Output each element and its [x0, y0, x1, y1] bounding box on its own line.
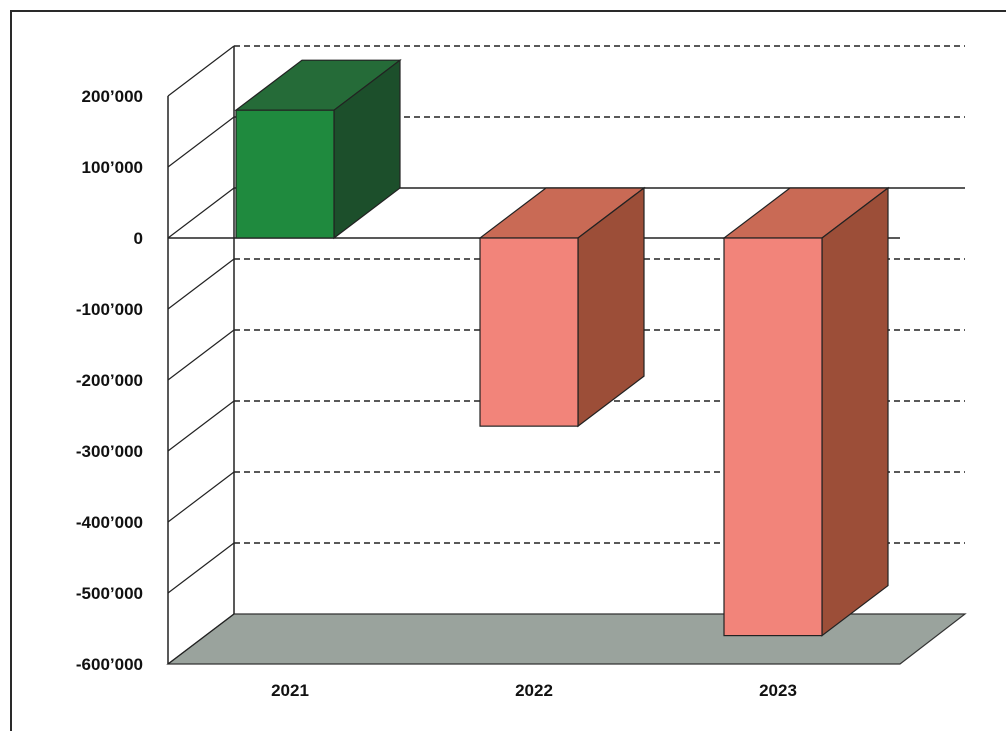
y-tick-label: 0 [134, 229, 143, 248]
floor-plane [166, 613, 967, 665]
y-tick-label: -500’000 [76, 584, 143, 603]
side-wall-line [167, 116, 235, 168]
side-wall-line [167, 542, 235, 594]
y-tick-label: -400’000 [76, 513, 143, 532]
bar-front-face [723, 237, 823, 637]
bar-side-face [821, 186, 889, 637]
bar-2023 [722, 186, 890, 637]
side-wall-line [167, 45, 235, 97]
side-wall-line [167, 258, 235, 310]
y-tick-label: 100’000 [82, 158, 143, 177]
chart-floor [166, 613, 967, 665]
y-tick-label: -300’000 [76, 442, 143, 461]
bar-2021 [234, 58, 402, 240]
y-tick-label: 200’000 [82, 87, 143, 106]
x-tick-label: 2022 [515, 681, 553, 700]
side-wall-line [167, 400, 235, 452]
bar-2022 [478, 186, 646, 428]
bar-front-face [235, 109, 335, 239]
side-wall-line [167, 329, 235, 381]
side-wall-line [167, 187, 235, 239]
bars [234, 58, 890, 637]
side-wall-line [167, 471, 235, 523]
y-tick-label: -100’000 [76, 300, 143, 319]
y-tick-label: -200’000 [76, 371, 143, 390]
x-tick-label: 2021 [271, 681, 309, 700]
x-tick-label: 2023 [759, 681, 797, 700]
y-tick-label: -600’000 [76, 655, 143, 674]
tick-labels: 200’000 100’000 0 -100’000 -200’000 -300’000 -… [76, 87, 797, 700]
side-wall-line [167, 613, 235, 665]
bar-front-face [479, 237, 579, 427]
